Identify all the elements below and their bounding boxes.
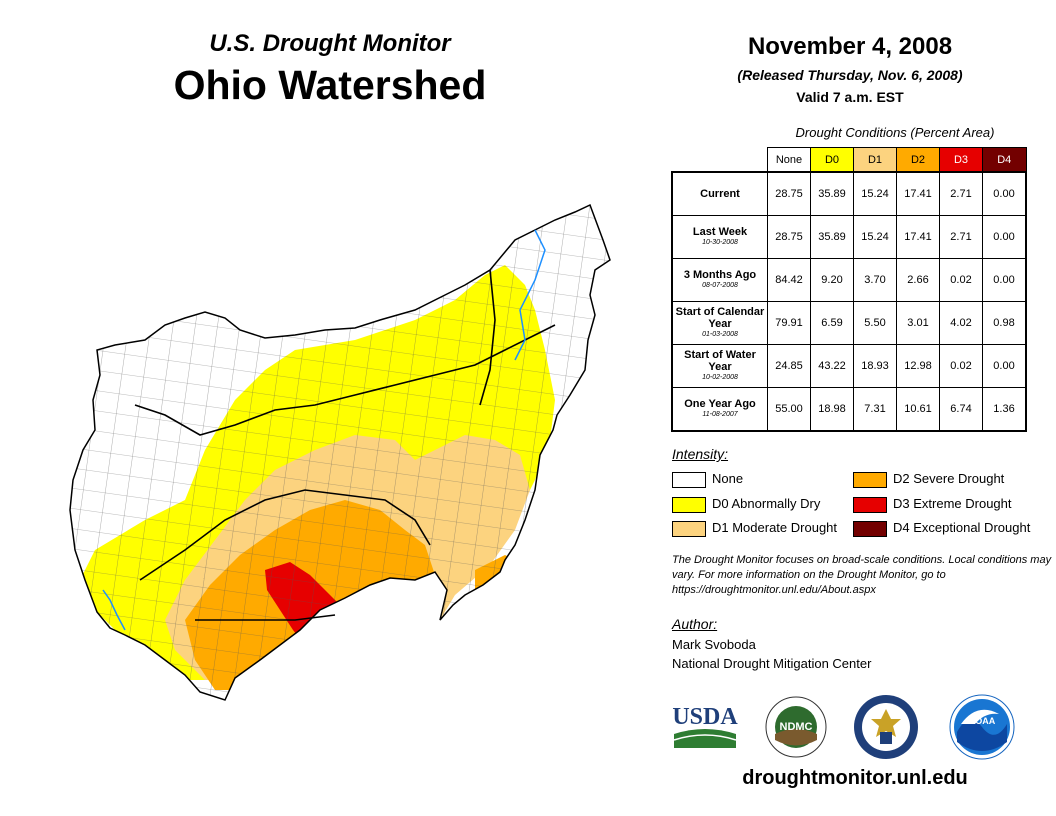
table-row: Current 28.75 35.89 15.24 17.41 2.71 0.00 [671, 171, 1027, 216]
col-header-d0: D0 [810, 147, 854, 173]
legend-swatch [853, 471, 887, 488]
table-cell: 18.93 [853, 344, 897, 388]
map-title: Ohio Watershed [173, 62, 487, 108]
table-cell: 5.50 [853, 301, 897, 345]
state-border-4 [195, 614, 336, 621]
table-cell: 17.41 [896, 215, 940, 259]
table-cell: 0.02 [939, 344, 983, 388]
row-label: Start of Calendar Year 01-03-2008 [671, 301, 768, 345]
table-cell: 1.36 [982, 387, 1027, 432]
river-line-west [102, 589, 126, 631]
table-cell: 3.70 [853, 258, 897, 302]
table-row: Start of Calendar Year 01-03-2008 79.91 6.5… [671, 301, 1027, 345]
drought-map [69, 203, 611, 701]
state-border-1 [134, 324, 556, 436]
legend-item-d3: D3 Extreme Drought [853, 496, 1012, 513]
website-url[interactable]: droughtmonitor.unl.edu [742, 767, 968, 789]
table-cell: 12.98 [896, 344, 940, 388]
ndmc-logo: NDMC [765, 696, 827, 758]
table-cell: 24.85 [767, 344, 811, 388]
legend-label: Intensity: [672, 446, 729, 462]
table-cell: 17.41 [896, 171, 940, 216]
svg-text:NOAA: NOAA [969, 716, 996, 726]
legend-swatch [672, 471, 706, 488]
table-cell: 43.22 [810, 344, 854, 388]
table-row: Start of Water Year 10-02-2008 24.85 43.22 1… [671, 344, 1027, 388]
col-header-d4: D4 [982, 147, 1027, 173]
col-header-none: None [767, 147, 811, 173]
table-cell: 18.98 [810, 387, 854, 432]
table-cell: 28.75 [767, 171, 811, 216]
table-cell: 0.00 [982, 215, 1027, 259]
table-row: Last Week 10-30-2008 28.75 35.89 15.24 17.41 2… [671, 215, 1027, 259]
row-label: Last Week 10-30-2008 [671, 215, 768, 259]
table-cell: 0.98 [982, 301, 1027, 345]
drought-stats-table: None D0 D1 D2 D3 D4 Current 28.75 35.89 15.… [671, 147, 1027, 432]
table-cell: 15.24 [853, 171, 897, 216]
row-label: Current [671, 171, 768, 216]
legend-item-d0: D0 Abnormally Dry [672, 496, 820, 513]
table-corner [672, 148, 768, 173]
release-date: (Released Thursday, Nov. 6, 2008) [737, 67, 963, 83]
table-cell: 6.74 [939, 387, 983, 432]
table-cell: 6.59 [810, 301, 854, 345]
valid-time: Valid 7 a.m. EST [796, 89, 904, 105]
col-header-d2: D2 [896, 147, 940, 173]
basin-outline [69, 203, 611, 701]
legend-item-d4: D4 Exceptional Drought [853, 520, 1030, 537]
table-cell: 0.00 [982, 171, 1027, 216]
state-border-2 [479, 269, 496, 406]
legend-item-d1: D1 Moderate Drought [672, 520, 837, 537]
table-cell: 0.00 [982, 258, 1027, 302]
table-cell: 0.00 [982, 344, 1027, 388]
author-name: Mark Svoboda [672, 637, 756, 652]
legend-swatch [853, 496, 887, 513]
row-label: 3 Months Ago 08-07-2008 [671, 258, 768, 302]
legend-swatch [853, 520, 887, 537]
col-header-d1: D1 [853, 147, 897, 173]
table-cell: 84.42 [767, 258, 811, 302]
table-cell: 35.89 [810, 171, 854, 216]
river-line [514, 229, 546, 361]
table-title: Drought Conditions (Percent Area) [795, 125, 995, 140]
table-cell: 4.02 [939, 301, 983, 345]
county-lines [70, 205, 610, 700]
legend-item-d2: D2 Severe Drought [853, 471, 1004, 488]
row-label: Start of Water Year 10-02-2008 [671, 344, 768, 388]
table-cell: 7.31 [853, 387, 897, 432]
commerce-seal-logo [854, 695, 918, 759]
legend-swatch [672, 520, 706, 537]
table-cell: 0.02 [939, 258, 983, 302]
table-cell: 2.71 [939, 171, 983, 216]
svg-text:USDA: USDA [672, 704, 738, 730]
table-cell: 35.89 [810, 215, 854, 259]
disclaimer-note: The Drought Monitor focuses on broad-sca… [672, 554, 1052, 596]
table-cell: 10.61 [896, 387, 940, 432]
table-cell: 55.00 [767, 387, 811, 432]
legend-item-none: None [672, 471, 743, 488]
date-heading: November 4, 2008 [747, 33, 953, 60]
usda-logo: USDA [672, 704, 738, 748]
state-border-3 [139, 489, 431, 581]
table-cell: 2.66 [896, 258, 940, 302]
map-subtitle: U.S. Drought Monitor [209, 30, 451, 57]
row-label: One Year Ago 11-08-2007 [671, 387, 768, 432]
table-row: 3 Months Ago 08-07-2008 84.42 9.20 3.70 2.66 0… [671, 258, 1027, 302]
author-org: National Drought Mitigation Center [672, 656, 872, 671]
legend-swatch [672, 496, 706, 513]
table-cell: 79.91 [767, 301, 811, 345]
svg-text:NDMC: NDMC [780, 721, 813, 733]
table-row: One Year Ago 11-08-2007 55.00 18.98 7.31 10.6… [671, 387, 1027, 432]
table-cell: 28.75 [767, 215, 811, 259]
noaa-logo: NOAA [949, 694, 1015, 760]
table-cell: 15.24 [853, 215, 897, 259]
table-cell: 3.01 [896, 301, 940, 345]
table-cell: 2.71 [939, 215, 983, 259]
author-label: Author: [672, 616, 718, 632]
table-cell: 9.20 [810, 258, 854, 302]
col-header-d3: D3 [939, 147, 983, 173]
